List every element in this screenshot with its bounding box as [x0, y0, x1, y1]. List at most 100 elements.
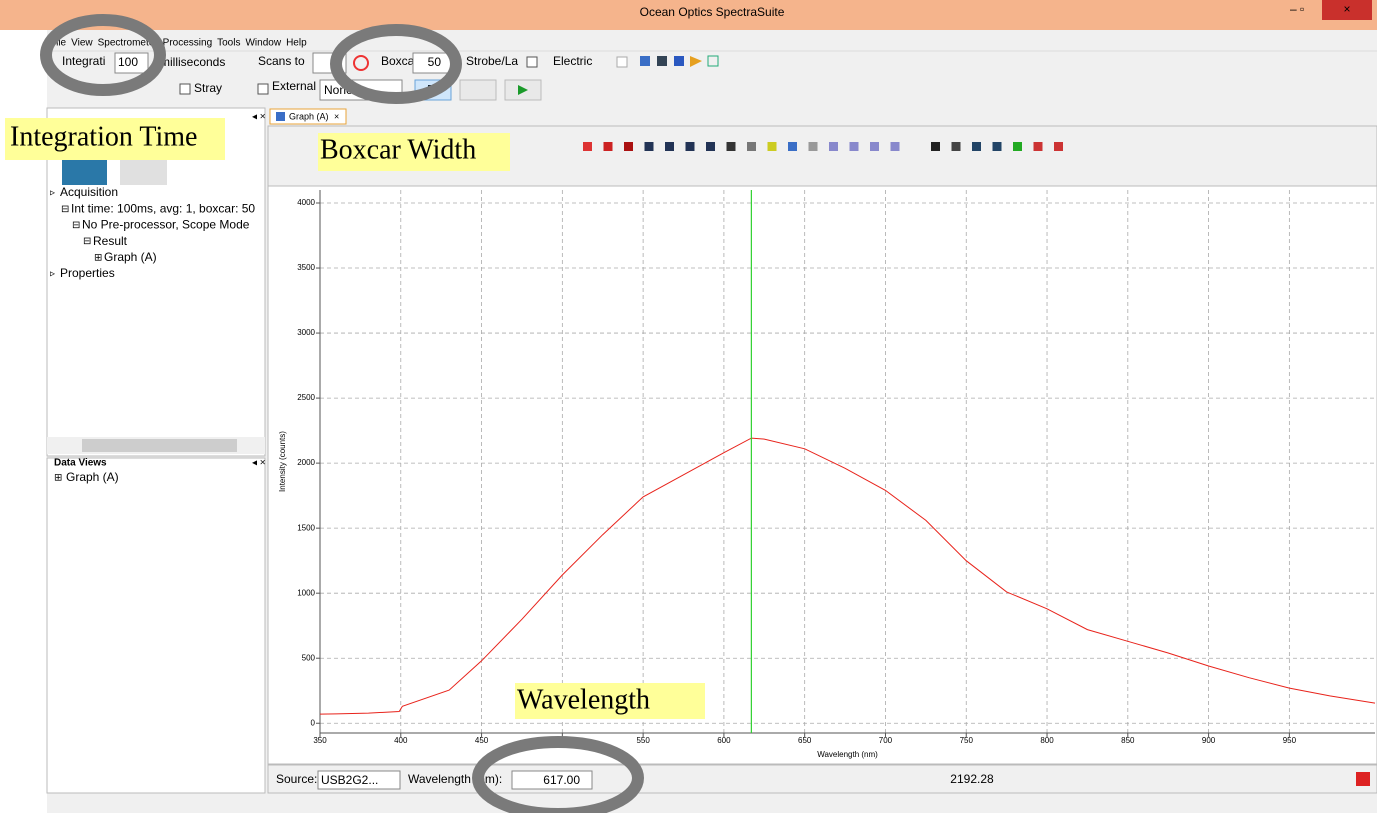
graph-tool[interactable]	[604, 142, 613, 151]
scans-label: Scans to	[258, 54, 305, 68]
graph-tool[interactable]	[747, 142, 756, 151]
scroll-thumb[interactable]	[82, 439, 237, 452]
graph-tool[interactable]	[1054, 142, 1063, 151]
graph-tool[interactable]	[788, 142, 797, 151]
x-tick-label: 350	[313, 736, 327, 745]
tab-close[interactable]: ×	[334, 111, 339, 121]
graph-tool[interactable]	[952, 142, 961, 151]
x-tick-label: 700	[879, 736, 893, 745]
y-tick-label: 0	[311, 718, 316, 727]
tree-item[interactable]: Acquisition	[60, 185, 118, 199]
graph-tool[interactable]	[1013, 142, 1022, 151]
graph-tool[interactable]	[645, 142, 654, 151]
y-tick-label: 3500	[297, 263, 315, 272]
menu-item[interactable]: Tools	[217, 38, 240, 49]
x-tick-label: 450	[475, 736, 489, 745]
external-label: External	[272, 79, 316, 93]
source-value: USB2G2...	[321, 773, 378, 787]
integration-value: 100	[118, 55, 138, 69]
x-tick-label: 900	[1202, 736, 1216, 745]
annotation: Boxcar Width	[320, 134, 476, 165]
expander[interactable]: ▹	[50, 188, 55, 199]
menu-item[interactable]: Window	[245, 38, 281, 49]
graph-tool[interactable]	[870, 142, 879, 151]
tree-item[interactable]: Properties	[60, 266, 115, 280]
x-axis-label: Wavelength (nm)	[817, 750, 878, 759]
y-tick-label: 500	[302, 653, 316, 662]
expander[interactable]: ⊟	[83, 236, 91, 247]
checkbox[interactable]	[617, 57, 627, 67]
menu-item[interactable]: Help	[286, 38, 307, 49]
data-views-title: Data Views	[54, 458, 107, 469]
checkbox[interactable]	[527, 57, 537, 67]
electric-dark-label: Electric	[553, 54, 592, 68]
graph-tool[interactable]	[665, 142, 674, 151]
source-label: Source:	[276, 772, 317, 786]
x-tick-label: 550	[636, 736, 650, 745]
graph-tool[interactable]	[768, 142, 777, 151]
checkbox[interactable]	[258, 84, 268, 94]
tab-label[interactable]: Graph (A)	[289, 111, 329, 121]
expander[interactable]: ⊞	[54, 473, 62, 484]
wavelength-value: 617.00	[543, 773, 580, 787]
tree-item[interactable]: Graph (A)	[104, 250, 157, 264]
y-tick-label: 1500	[297, 523, 315, 532]
expander[interactable]: ▹	[50, 269, 55, 280]
x-tick-label: 950	[1283, 736, 1297, 745]
step-button[interactable]	[460, 80, 496, 100]
expander[interactable]: ⊞	[94, 252, 102, 263]
expander[interactable]: ⊟	[61, 204, 69, 215]
stray-light-label: Stray	[194, 81, 222, 95]
y-tick-label: 4000	[297, 198, 315, 207]
graph-tool[interactable]	[727, 142, 736, 151]
x-tick-label: 850	[1121, 736, 1135, 745]
tool-icon[interactable]	[674, 56, 684, 66]
tree-item[interactable]: Result	[93, 234, 128, 248]
integration-unit: milliseconds	[160, 55, 225, 69]
checkbox[interactable]	[180, 84, 190, 94]
graph-tool[interactable]	[972, 142, 981, 151]
tool-icon[interactable]	[640, 56, 650, 66]
tree-item[interactable]: Int time: 100ms, avg: 1, boxcar: 50	[71, 201, 255, 215]
panel-controls[interactable]: ◂ ×	[252, 458, 266, 469]
x-tick-label: 800	[1040, 736, 1054, 745]
tree-item[interactable]: No Pre-processor, Scope Mode	[82, 218, 250, 232]
x-tick-label: 400	[394, 736, 408, 745]
graph-tool[interactable]	[1034, 142, 1043, 151]
boxcar-value: 50	[428, 55, 442, 69]
close-icon: ×	[1343, 2, 1350, 16]
y-axis-label: Intensity (counts)	[278, 431, 287, 492]
y-tick-label: 3000	[297, 328, 315, 337]
intensity-readout: 2192.28	[950, 772, 994, 786]
graph-tool[interactable]	[809, 142, 818, 151]
menu-item[interactable]: Processing	[163, 38, 212, 49]
annotation: Wavelength	[517, 684, 650, 715]
window-title: Ocean Optics SpectraSuite	[640, 5, 785, 19]
data-view-item[interactable]: Graph (A)	[66, 470, 119, 484]
wavelength-label: Wavelength (nm):	[408, 772, 502, 786]
graph-tool[interactable]	[624, 142, 633, 151]
data-views-panel	[47, 458, 265, 793]
x-tick-label: 600	[717, 736, 731, 745]
screen: Ocean Optics SpectraSuite × – ▫ FileView…	[0, 0, 1377, 813]
x-tick-label: 650	[798, 736, 812, 745]
integration-label: Integrati	[62, 54, 105, 68]
menu-item[interactable]: View	[71, 38, 93, 49]
x-tick-label: 750	[960, 736, 974, 745]
expander[interactable]: ⊟	[72, 220, 80, 231]
graph-tool[interactable]	[583, 142, 592, 151]
graph-tool[interactable]	[891, 142, 900, 151]
panel-controls[interactable]: ◂ ×	[252, 112, 266, 123]
y-tick-label: 2500	[297, 393, 315, 402]
min-icon[interactable]: – ▫	[1290, 2, 1304, 16]
y-tick-label: 1000	[297, 588, 315, 597]
graph-tool[interactable]	[706, 142, 715, 151]
graph-tool[interactable]	[829, 142, 838, 151]
status-icon	[1356, 772, 1370, 786]
graph-tool[interactable]	[993, 142, 1002, 151]
graph-tool[interactable]	[850, 142, 859, 151]
graph-tool[interactable]	[686, 142, 695, 151]
graph-tool[interactable]	[931, 142, 940, 151]
tool-icon[interactable]	[657, 56, 667, 66]
plot-panel	[268, 186, 1377, 764]
